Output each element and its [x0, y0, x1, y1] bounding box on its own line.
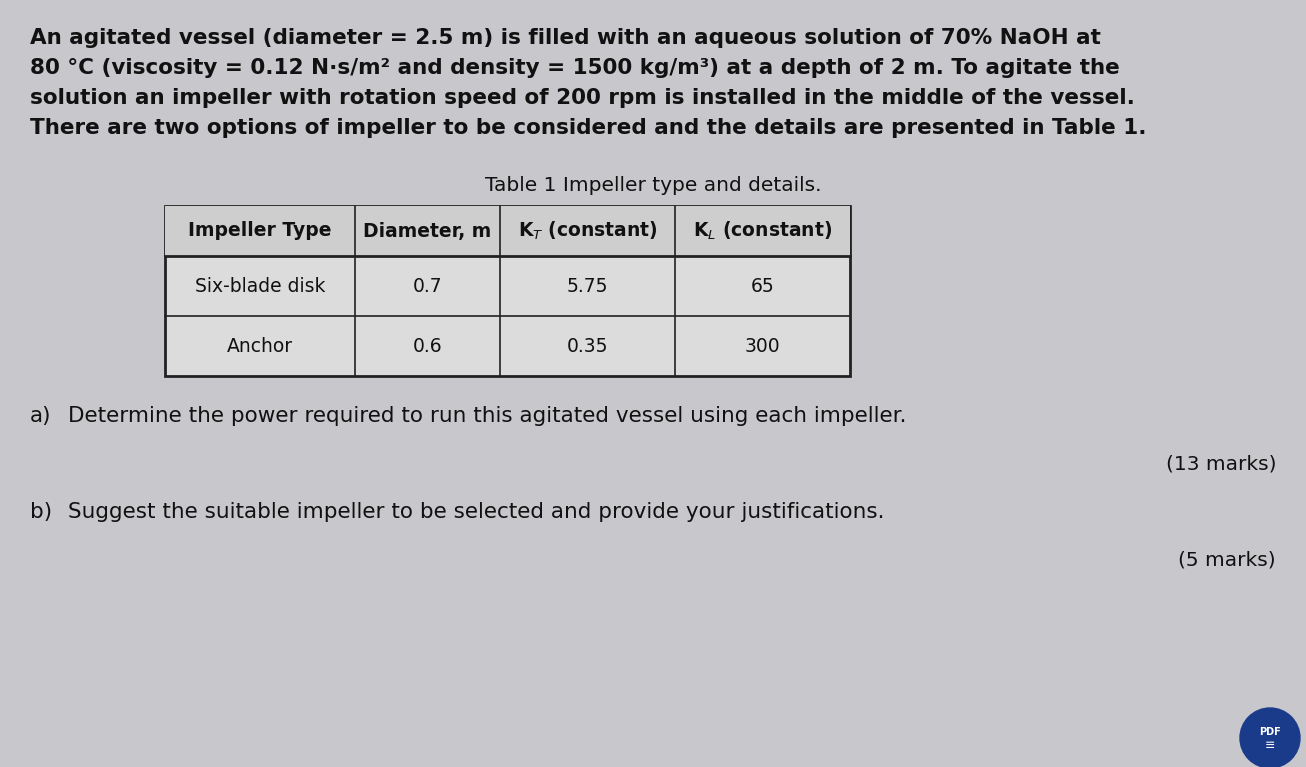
Text: K$_L$ (constant): K$_L$ (constant) [693, 220, 832, 242]
Text: b): b) [30, 502, 52, 522]
Text: Table 1 Impeller type and details.: Table 1 Impeller type and details. [485, 176, 821, 195]
Text: 5.75: 5.75 [567, 276, 609, 295]
Circle shape [1239, 708, 1299, 767]
Text: Anchor: Anchor [227, 337, 293, 355]
Text: solution an impeller with rotation speed of 200 rpm is installed in the middle o: solution an impeller with rotation speed… [30, 88, 1135, 108]
Bar [165, 206, 850, 256]
Text: Suggest the suitable impeller to be selected and provide your justifications.: Suggest the suitable impeller to be sele… [68, 502, 884, 522]
Bar [165, 206, 850, 376]
Text: Six-blade disk: Six-blade disk [195, 276, 325, 295]
Text: ≡: ≡ [1264, 739, 1275, 752]
Text: 0.7: 0.7 [413, 276, 443, 295]
Text: a): a) [30, 406, 51, 426]
Text: 300: 300 [744, 337, 780, 355]
Text: 80 °C (viscosity = 0.12 N·s/m² and density = 1500 kg/m³) at a depth of 2 m. To a: 80 °C (viscosity = 0.12 N·s/m² and densi… [30, 58, 1119, 78]
Text: PDF: PDF [1259, 727, 1281, 737]
Text: An agitated vessel (diameter = 2.5 m) is filled with an aqueous solution of 70% : An agitated vessel (diameter = 2.5 m) is… [30, 28, 1101, 48]
Text: 65: 65 [751, 276, 774, 295]
Text: There are two options of impeller to be considered and the details are presented: There are two options of impeller to be … [30, 118, 1147, 138]
Text: 0.35: 0.35 [567, 337, 609, 355]
Text: (5 marks): (5 marks) [1178, 550, 1276, 569]
Text: (13 marks): (13 marks) [1165, 454, 1276, 473]
Text: Determine the power required to run this agitated vessel using each impeller.: Determine the power required to run this… [68, 406, 906, 426]
Text: 0.6: 0.6 [413, 337, 443, 355]
Text: Impeller Type: Impeller Type [188, 222, 332, 241]
Text: K$_T$ (constant): K$_T$ (constant) [517, 220, 657, 242]
Text: Diameter, m: Diameter, m [363, 222, 491, 241]
